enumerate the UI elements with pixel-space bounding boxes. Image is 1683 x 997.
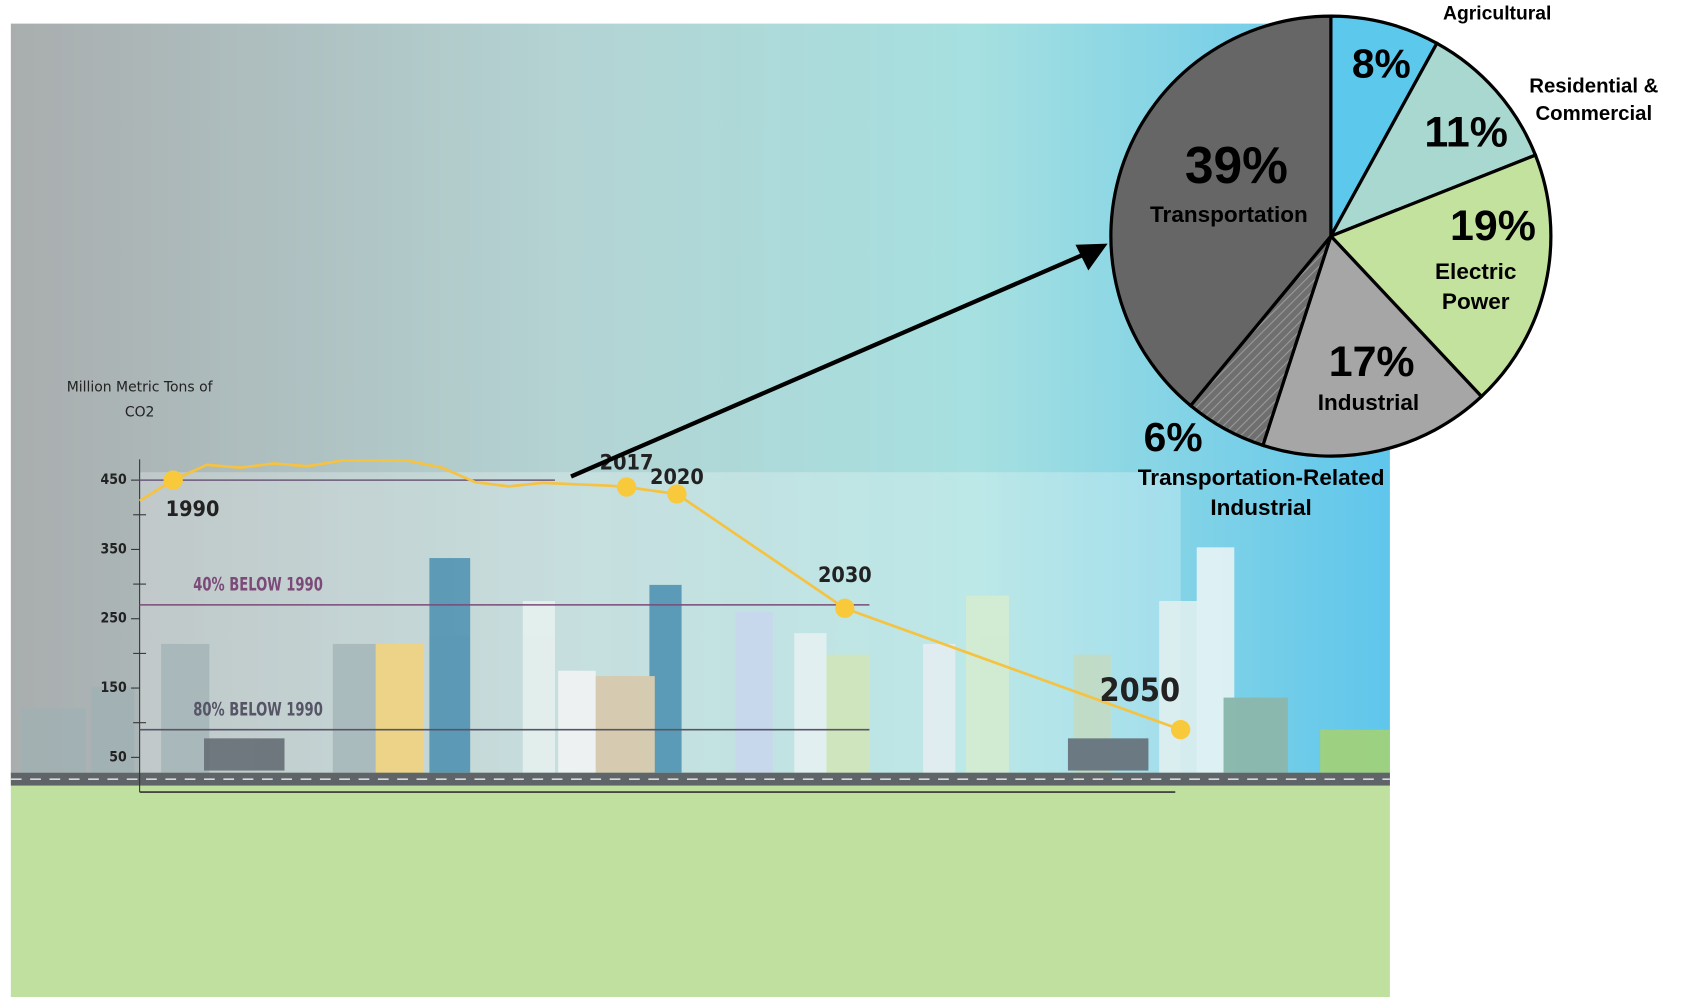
milestone-label: 2030 xyxy=(818,563,872,588)
slice-label-box: Transportation xyxy=(1150,202,1308,228)
reference-label: 80% BELOW 1990 xyxy=(193,699,323,720)
y-tick-label: 50 xyxy=(109,749,127,765)
milestone-label: 1990 xyxy=(166,497,220,522)
slice-label: Electric Power xyxy=(1435,259,1517,315)
milestone-point xyxy=(163,470,183,490)
slice-label: Transportation xyxy=(1150,202,1308,228)
y-tick-label: 250 xyxy=(101,611,127,627)
milestone-point xyxy=(835,598,855,619)
pie-slice xyxy=(1109,14,1333,408)
slice-label: Agricultural xyxy=(1443,2,1552,24)
slice-label-box: Electric Power xyxy=(1435,259,1517,315)
value-label: 11% xyxy=(1424,109,1508,157)
slice-label: Transportation-Related Industrial xyxy=(1137,465,1385,521)
slice-label-box: Residential & Commercial xyxy=(1529,75,1659,126)
slice-label-box: Agricultural xyxy=(1443,2,1552,24)
pie-slice xyxy=(1327,41,1538,240)
y-axis-title: Million Metric Tons of CO2 xyxy=(66,379,213,422)
milestone-label: 2050 xyxy=(1100,671,1181,709)
arrow xyxy=(570,243,1108,479)
slice-label-box: Transportation-Related Industrial xyxy=(1137,465,1385,521)
line-chart: Million Metric Tons of CO2 50 150 250 350 45… xyxy=(66,379,1191,793)
y-tick-label: 150 xyxy=(101,680,127,696)
milestone-point xyxy=(616,477,637,497)
milestone-point xyxy=(667,484,687,504)
slice-label: Industrial xyxy=(1317,390,1420,416)
y-tick-label: 450 xyxy=(101,472,127,488)
pie-chart: 8% Agricultural 11% Residential & Commercia… xyxy=(1109,2,1659,521)
y-axis-title-box: Million Metric Tons of CO2 xyxy=(66,379,213,422)
pie-slice xyxy=(1260,233,1484,458)
value-label: 39% xyxy=(1185,136,1288,194)
value-label: 8% xyxy=(1352,40,1411,86)
value-label: 6% xyxy=(1144,414,1203,460)
value-label: 17% xyxy=(1329,338,1415,386)
y-tick-label: 350 xyxy=(101,541,127,557)
reference-label: 40% BELOW 1990 xyxy=(193,574,323,595)
pie-slice xyxy=(1329,14,1440,237)
milestone-label: 2020 xyxy=(650,465,704,490)
value-label: 19% xyxy=(1450,202,1536,250)
pie-slice xyxy=(1328,153,1553,399)
milestone-point xyxy=(1170,719,1191,740)
slice-label-box: Industrial xyxy=(1317,390,1420,416)
slice-label: Residential & Commercial xyxy=(1529,75,1659,126)
